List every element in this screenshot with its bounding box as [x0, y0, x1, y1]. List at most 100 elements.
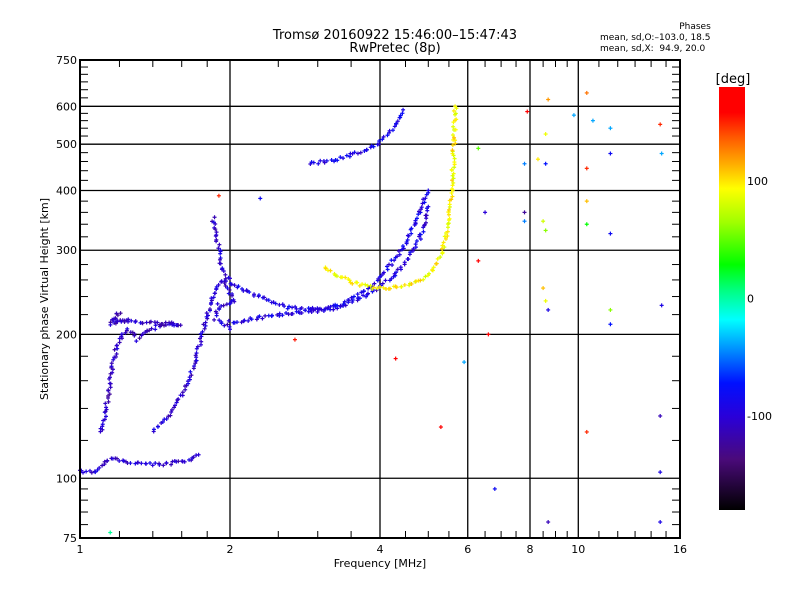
data-point: [195, 344, 200, 349]
data-point: [95, 467, 100, 472]
data-point: [313, 307, 318, 312]
data-point: [150, 463, 155, 468]
data-point: [400, 244, 405, 249]
data-point: [381, 285, 386, 290]
data-point: [111, 357, 116, 362]
scatter-point: [543, 228, 548, 233]
data-point: [414, 216, 419, 221]
data-point: [137, 336, 142, 341]
data-point: [199, 339, 204, 344]
scatter-point: [658, 470, 663, 475]
y-tick-labels: 75 100 200 300 400 500 600 750: [56, 54, 77, 545]
scatter-point: [492, 486, 497, 491]
data-point: [125, 326, 130, 331]
colorbar-tick-label: 0: [747, 293, 754, 306]
data-point: [164, 460, 169, 465]
data-point: [350, 281, 355, 286]
data-point: [157, 322, 162, 327]
data-point: [355, 280, 360, 285]
data-point: [169, 462, 174, 467]
data-point: [423, 213, 428, 218]
scatter-point: [659, 303, 664, 308]
data-point: [393, 121, 398, 126]
data-point: [229, 298, 234, 303]
data-point: [114, 351, 119, 356]
data-point: [194, 346, 199, 351]
data-point: [228, 276, 232, 281]
data-point: [224, 302, 229, 307]
data-point: [282, 304, 287, 309]
scatter-point: [584, 222, 589, 227]
data-point: [447, 207, 452, 212]
data-point: [389, 276, 394, 281]
phases-stat-x-mode: mean, sd,X: 94.9, 20.0: [600, 44, 706, 54]
y-tick-label: 300: [56, 244, 77, 257]
data-point: [390, 263, 395, 268]
data-point: [218, 261, 223, 266]
data-point: [394, 270, 399, 275]
data-point: [293, 304, 298, 309]
data-point: [147, 328, 152, 333]
data-point: [426, 204, 431, 209]
data-point: [406, 233, 411, 238]
data-point: [209, 296, 214, 301]
scatter-point: [658, 520, 663, 525]
data-point: [211, 295, 216, 300]
data-point: [223, 272, 228, 277]
data-point: [84, 469, 89, 474]
data-point: [266, 298, 271, 303]
data-point: [355, 151, 360, 156]
data-point: [355, 295, 360, 300]
data-point: [416, 209, 421, 214]
scatter-point: [584, 166, 589, 171]
data-point: [402, 282, 407, 287]
scatter-point: [541, 219, 546, 224]
chart-title-line1: Tromsø 20160922 15:46:00–15:47:43: [272, 28, 518, 43]
data-point: [128, 461, 133, 466]
data-point: [372, 281, 377, 286]
data-point: [394, 285, 399, 290]
data-point: [311, 160, 316, 165]
data-point: [362, 148, 367, 153]
data-point: [239, 320, 244, 325]
data-point: [388, 286, 393, 291]
x-tick-label: 1: [77, 543, 84, 556]
data-point: [225, 286, 230, 291]
x-tick-label: 16: [673, 543, 687, 556]
data-point: [149, 326, 154, 331]
data-point: [167, 322, 172, 327]
data-point: [361, 293, 366, 298]
data-point: [421, 229, 426, 234]
data-point: [344, 153, 349, 158]
scatter-point: [571, 113, 576, 118]
data-point: [331, 307, 336, 312]
data-point: [189, 458, 194, 463]
data-point: [335, 303, 340, 308]
data-point: [113, 354, 118, 359]
data-point: [451, 176, 456, 181]
data-point: [97, 465, 102, 470]
data-point: [215, 301, 220, 306]
data-point: [152, 320, 157, 325]
data-point: [402, 260, 407, 265]
data-point: [228, 327, 232, 332]
data-point: [168, 413, 173, 418]
data-point: [328, 304, 333, 309]
data-point: [260, 316, 265, 321]
data-point: [284, 310, 289, 315]
data-point: [409, 231, 414, 236]
data-point: [450, 133, 455, 138]
data-point: [148, 461, 153, 466]
plot-frame: [79, 59, 681, 539]
data-point: [132, 333, 137, 338]
scatter-point: [658, 413, 663, 418]
data-point: [357, 283, 362, 288]
data-point: [306, 306, 311, 311]
x-tick-label: 2: [227, 543, 234, 556]
data-point: [452, 135, 457, 140]
data-point: [122, 318, 127, 323]
data-point: [355, 292, 360, 297]
data-point: [438, 255, 443, 260]
data-point: [450, 143, 455, 148]
